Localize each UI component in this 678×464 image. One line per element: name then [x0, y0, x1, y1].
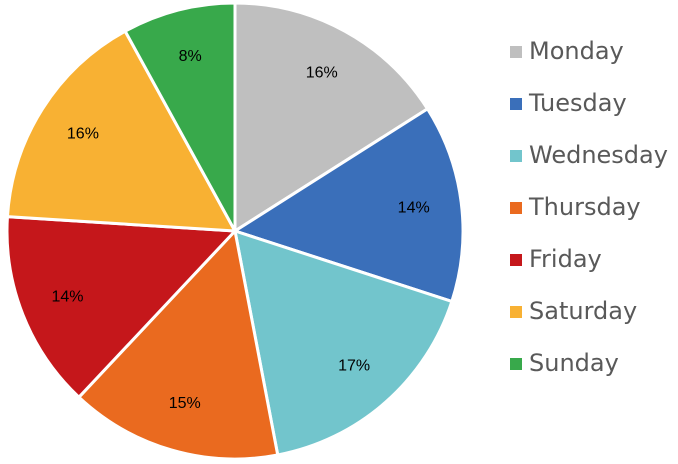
- data-label: 15%: [169, 395, 201, 412]
- data-label: 14%: [52, 289, 84, 306]
- data-label: 14%: [398, 200, 430, 217]
- pie-slice: [123, 1, 237, 232]
- legend-label: Tuesday: [528, 89, 627, 117]
- legend-label: Wednesday: [529, 141, 668, 169]
- pie-slice: [233, 1, 430, 234]
- legend-label: Monday: [529, 37, 624, 65]
- pie-slice: [5, 29, 238, 233]
- legend-swatch: [510, 306, 522, 318]
- legend-swatch: [510, 98, 522, 110]
- legend-swatch: [510, 254, 522, 266]
- pie-slice: [76, 227, 280, 461]
- legend-swatch: [510, 46, 522, 58]
- pie-slice: [5, 215, 239, 400]
- pie-slice: [231, 106, 465, 304]
- data-label: 17%: [338, 357, 370, 374]
- legend-swatch: [510, 202, 522, 214]
- pie-slice: [233, 228, 454, 457]
- legend-label: Thursday: [528, 193, 641, 221]
- data-label: 16%: [67, 126, 99, 143]
- legend-swatch: [510, 358, 522, 370]
- legend-label: Saturday: [529, 297, 637, 325]
- legend-swatch: [510, 150, 522, 162]
- legend-label: Sunday: [529, 349, 619, 377]
- data-label: 16%: [306, 64, 338, 81]
- data-label: 8%: [179, 48, 202, 65]
- legend-label: Friday: [529, 245, 602, 273]
